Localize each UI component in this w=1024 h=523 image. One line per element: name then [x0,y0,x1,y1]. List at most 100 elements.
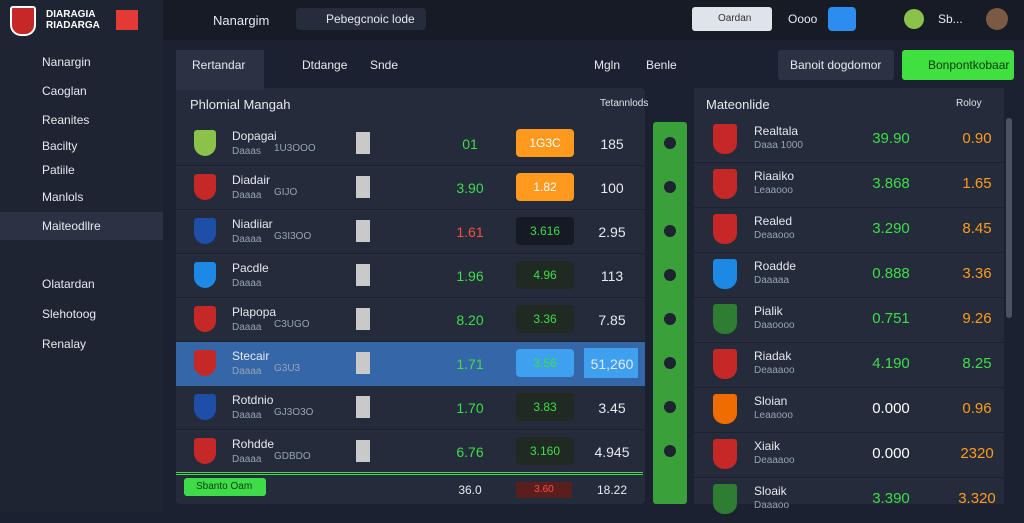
odds: 3.320 [958,490,996,507]
team-sub: Deaaaoo [754,455,795,466]
active-item-bg [0,212,163,240]
odds-button[interactable]: 3.83 [516,393,574,421]
button[interactable]: Benle [646,58,677,72]
button[interactable]: Bonpontkobaar [928,58,1010,72]
odds: 4.190 [872,355,910,372]
odds: 3.290 [872,220,910,237]
row-divider [694,162,1004,163]
player-icon [356,396,370,418]
row-divider [176,209,645,210]
odds-button[interactable]: 1.82 [516,173,574,201]
strip-icon [664,181,676,193]
odds: 3.868 [872,175,910,192]
secondary-button-bg[interactable] [778,50,894,80]
primary-button-bg[interactable] [902,50,1014,80]
team-sub: Daaaa [232,278,262,289]
team-sub: Leaaooo [754,185,793,196]
avatar[interactable] [986,8,1008,30]
menu-item[interactable]: Bacilty [42,139,78,153]
row-divider [176,429,645,430]
team-name: Plapopa [232,305,277,319]
team-name: Xiaik [754,439,781,453]
odds: 01 [462,136,478,152]
button[interactable]: Mgln [594,58,621,72]
team-name: Diadair [232,173,271,187]
odds: 0.751 [872,310,910,327]
menu-item[interactable]: Slehotoog [42,307,97,321]
odds-button[interactable]: 3.160 [516,437,574,465]
filter-text: Oardan [718,13,752,24]
player-icon [356,176,370,198]
row-divider [694,297,1004,298]
badge [904,9,924,29]
odds-button[interactable]: 3.36 [516,305,574,333]
crest [194,350,216,376]
strip-icon [664,357,676,369]
strip-icon [664,313,676,325]
tab[interactable]: Dtdange [302,58,348,72]
menu-item[interactable]: Renalay [42,337,87,351]
odds: 185 [600,136,624,152]
team-sub: Deaaooo [754,230,795,241]
player-icon [356,352,370,374]
odds: 39.90 [872,130,910,147]
odds: 0.90 [962,130,992,147]
filter-box[interactable] [692,7,772,31]
team-sub: Daaoooo [754,320,795,331]
row-divider [176,253,645,254]
panel-filter: Tetannlods [600,98,649,109]
tab[interactable]: Rertandar [192,58,246,72]
odds-button[interactable]: 4.96 [516,261,574,289]
team-name: Niadiiar [232,217,273,231]
odds: 113 [600,268,624,284]
row-divider [694,252,1004,253]
button[interactable]: Banoit dogdomor [790,58,882,72]
search-box[interactable] [296,8,426,30]
tag: G3I3OO [274,231,312,242]
team-sub: Daaaa [232,454,262,465]
menu-item[interactable]: Caoglan [42,84,87,98]
tag: GDBDO [274,451,311,462]
odds: 36.0 [458,483,482,497]
crest [713,484,737,514]
odds: 2320 [960,445,994,462]
team-sub: Daaaa [232,410,262,421]
player-icon [356,220,370,242]
menu-item[interactable]: Maiteodllre [42,219,101,233]
team-sub: Daaas [232,146,261,157]
active-tab[interactable] [176,50,264,90]
team-name: Roadde [754,259,797,273]
footer-button-bg[interactable] [184,478,266,496]
topbar [163,0,1024,40]
team-sub: Daaaoo [754,500,790,511]
odds: 3.36 [962,265,992,282]
right-panel [694,88,1004,504]
brand: RIADARGA [46,20,100,31]
menu-item[interactable]: Nanargin [42,55,91,69]
crest [713,169,737,199]
team-name: Pacdle [232,261,269,275]
row-divider [694,342,1004,343]
odds: 1.71 [456,356,484,372]
crest [194,394,216,420]
tag: C3UGO [274,319,310,330]
odds-button[interactable]: 3.616 [516,217,574,245]
odds: 0.000 [872,445,910,462]
odds-box [584,348,638,378]
footer-button[interactable]: Sbanto Oam [196,481,253,492]
odds-box [516,482,572,498]
tab[interactable]: Snde [370,58,399,72]
row-divider [176,473,645,474]
odds-button[interactable]: 1G3C [516,129,574,157]
icon-button[interactable] [828,7,856,31]
menu-item[interactable]: Patiile [42,163,75,177]
team-sub: Daaaa [232,234,262,245]
odds-button[interactable]: 3.56 [516,349,574,377]
crest [194,174,216,200]
strip-icon [664,401,676,413]
menu-item[interactable]: Reanites [42,113,90,127]
menu-item[interactable]: Olatardan [42,277,95,291]
odds: 0.888 [872,265,910,282]
menu-item[interactable]: Manlols [42,190,84,204]
team-name: Pialik [754,304,783,318]
